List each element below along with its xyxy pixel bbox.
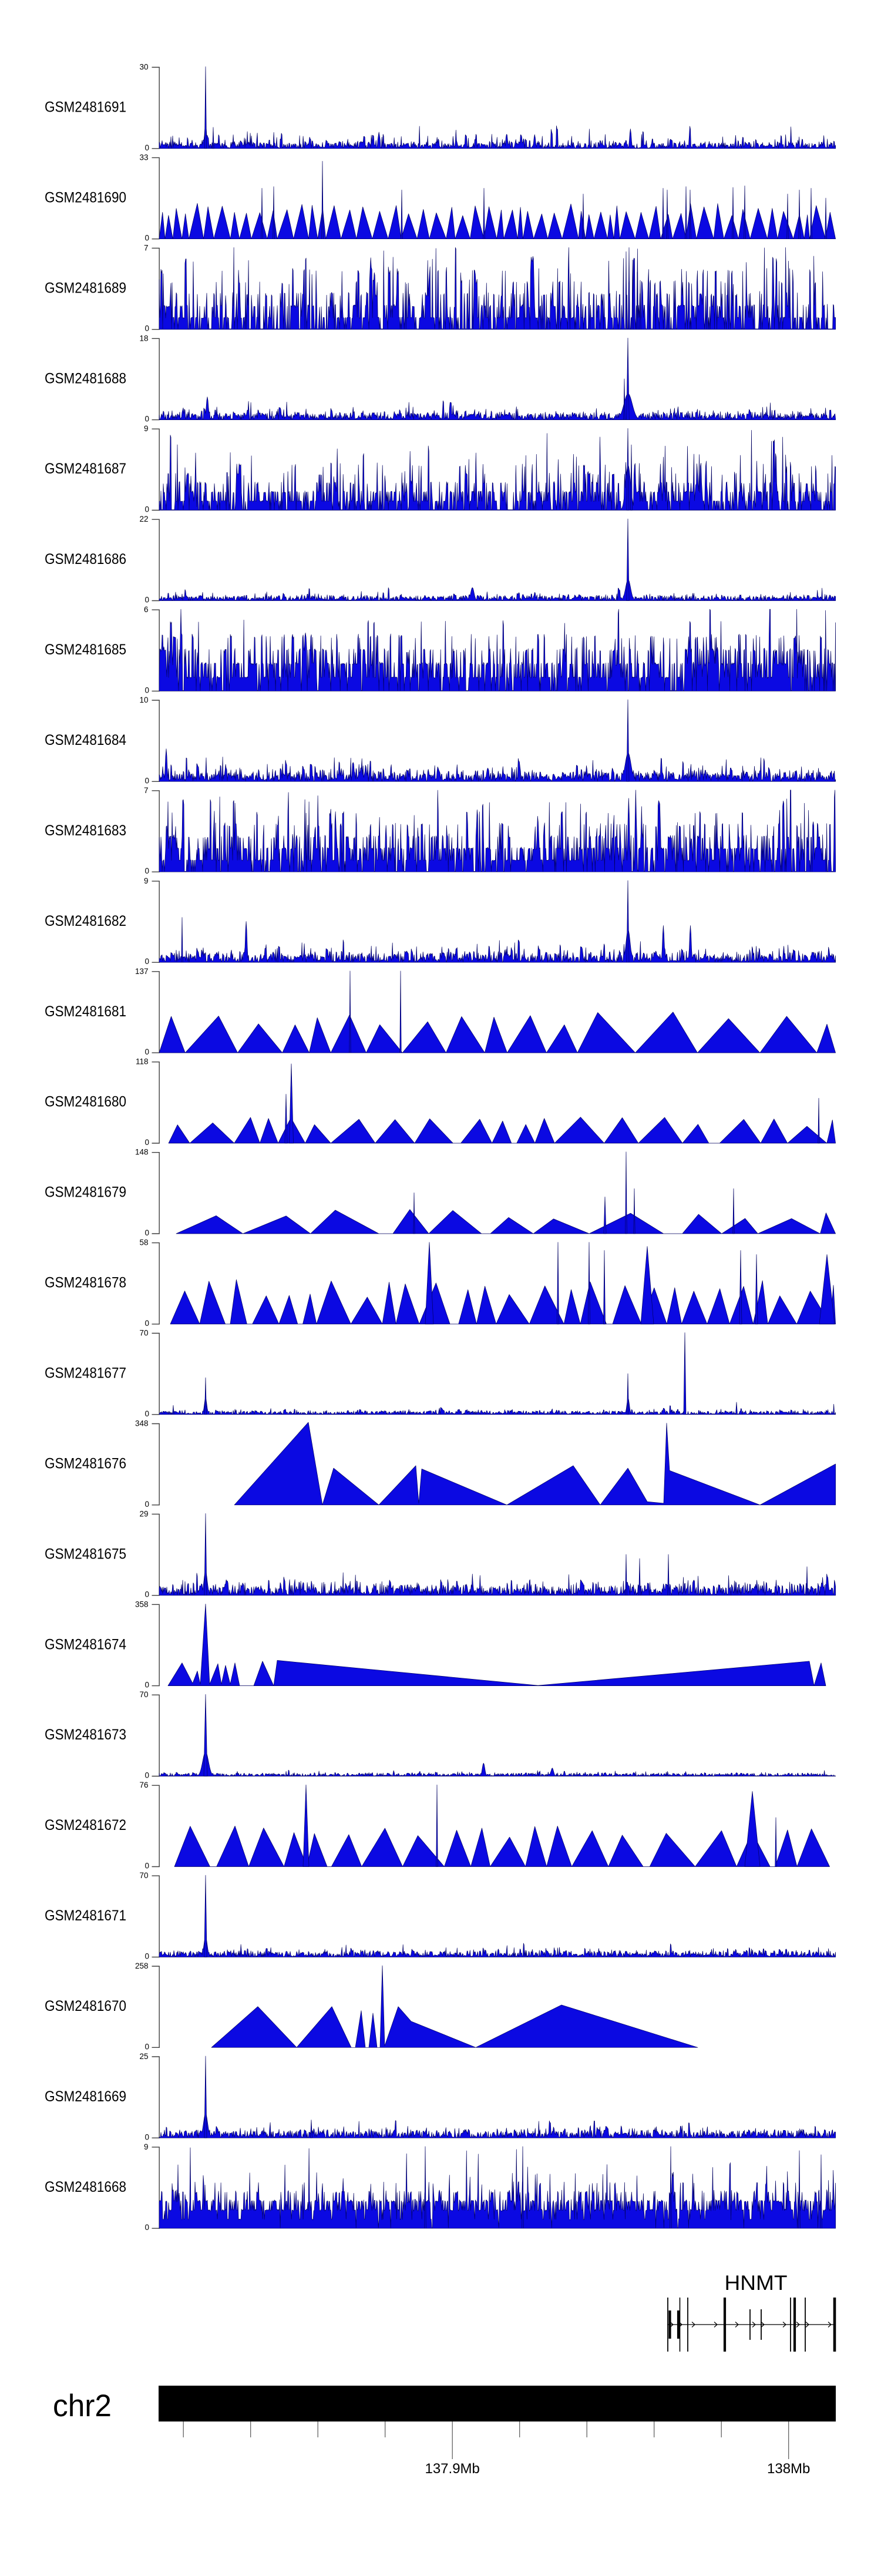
- svg-text:GSM2481670: GSM2481670: [45, 1998, 126, 2014]
- svg-text:70: 70: [139, 1329, 148, 1338]
- svg-text:148: 148: [135, 1148, 149, 1157]
- svg-text:GSM2481673: GSM2481673: [45, 1727, 126, 1743]
- svg-text:22: 22: [139, 515, 148, 523]
- svg-text:GSM2481684: GSM2481684: [45, 732, 126, 748]
- svg-text:GSM2481689: GSM2481689: [45, 280, 126, 296]
- svg-text:30: 30: [139, 63, 148, 72]
- svg-text:0: 0: [144, 1952, 149, 1960]
- svg-text:25: 25: [139, 2052, 148, 2061]
- svg-text:9: 9: [144, 424, 149, 433]
- svg-text:70: 70: [139, 1690, 148, 1699]
- svg-text:70: 70: [139, 1871, 148, 1880]
- svg-text:GSM2481691: GSM2481691: [45, 99, 126, 116]
- svg-text:18: 18: [139, 334, 148, 342]
- svg-text:GSM2481672: GSM2481672: [45, 1817, 126, 1833]
- svg-text:GSM2481688: GSM2481688: [45, 370, 126, 387]
- svg-text:0: 0: [144, 776, 149, 785]
- svg-text:0: 0: [144, 1228, 149, 1237]
- svg-text:0: 0: [144, 1590, 149, 1599]
- svg-text:0: 0: [144, 1500, 149, 1509]
- svg-text:258: 258: [135, 1962, 149, 1970]
- svg-text:0: 0: [144, 1862, 149, 1870]
- svg-text:138Mb: 138Mb: [767, 2461, 810, 2477]
- svg-text:0: 0: [144, 1409, 149, 1418]
- svg-text:9: 9: [144, 2142, 149, 2151]
- svg-text:GSM2481685: GSM2481685: [45, 642, 126, 658]
- svg-text:0: 0: [144, 234, 149, 243]
- svg-text:GSM2481671: GSM2481671: [45, 1907, 126, 1924]
- svg-text:0: 0: [144, 1047, 149, 1056]
- svg-text:0: 0: [144, 415, 149, 424]
- svg-text:9: 9: [144, 876, 149, 885]
- svg-text:chr2: chr2: [53, 2389, 112, 2423]
- svg-text:GSM2481674: GSM2481674: [45, 1636, 126, 1653]
- svg-text:GSM2481679: GSM2481679: [45, 1184, 126, 1201]
- svg-text:0: 0: [144, 2223, 149, 2232]
- svg-text:GSM2481668: GSM2481668: [45, 2179, 126, 2195]
- svg-text:118: 118: [136, 1057, 149, 1066]
- svg-text:GSM2481677: GSM2481677: [45, 1365, 126, 1382]
- svg-text:GSM2481680: GSM2481680: [45, 1094, 126, 1110]
- svg-text:0: 0: [144, 1138, 149, 1147]
- svg-text:7: 7: [144, 243, 149, 252]
- svg-text:GSM2481690: GSM2481690: [45, 189, 126, 206]
- svg-text:GSM2481683: GSM2481683: [45, 822, 126, 839]
- svg-text:GSM2481675: GSM2481675: [45, 1546, 126, 1562]
- svg-text:GSM2481686: GSM2481686: [45, 551, 126, 567]
- svg-text:0: 0: [144, 1681, 149, 1690]
- svg-text:0: 0: [144, 2042, 149, 2051]
- svg-text:7: 7: [144, 786, 149, 795]
- svg-text:58: 58: [139, 1238, 148, 1247]
- svg-text:29: 29: [139, 1509, 148, 1518]
- svg-text:GSM2481682: GSM2481682: [45, 913, 126, 929]
- svg-text:0: 0: [144, 596, 149, 604]
- svg-text:HNMT: HNMT: [725, 2272, 788, 2295]
- svg-text:0: 0: [144, 505, 149, 514]
- svg-text:137.9Mb: 137.9Mb: [425, 2461, 479, 2477]
- svg-text:33: 33: [139, 153, 148, 162]
- svg-text:76: 76: [139, 1781, 148, 1789]
- svg-text:0: 0: [144, 143, 149, 152]
- svg-text:0: 0: [144, 324, 149, 333]
- svg-text:GSM2481669: GSM2481669: [45, 2088, 126, 2105]
- svg-text:0: 0: [144, 866, 149, 875]
- svg-text:10: 10: [139, 696, 148, 704]
- svg-text:6: 6: [144, 605, 149, 614]
- svg-text:0: 0: [144, 1319, 149, 1328]
- svg-text:348: 348: [135, 1419, 149, 1428]
- svg-text:0: 0: [144, 2132, 149, 2141]
- svg-text:GSM2481678: GSM2481678: [45, 1275, 126, 1291]
- svg-text:GSM2481676: GSM2481676: [45, 1456, 126, 1472]
- svg-text:358: 358: [135, 1600, 149, 1608]
- svg-text:0: 0: [144, 1771, 149, 1780]
- svg-text:GSM2481681: GSM2481681: [45, 1003, 126, 1020]
- svg-text:137: 137: [135, 967, 149, 976]
- svg-text:GSM2481687: GSM2481687: [45, 461, 126, 477]
- svg-text:0: 0: [144, 686, 149, 694]
- svg-text:0: 0: [144, 957, 149, 966]
